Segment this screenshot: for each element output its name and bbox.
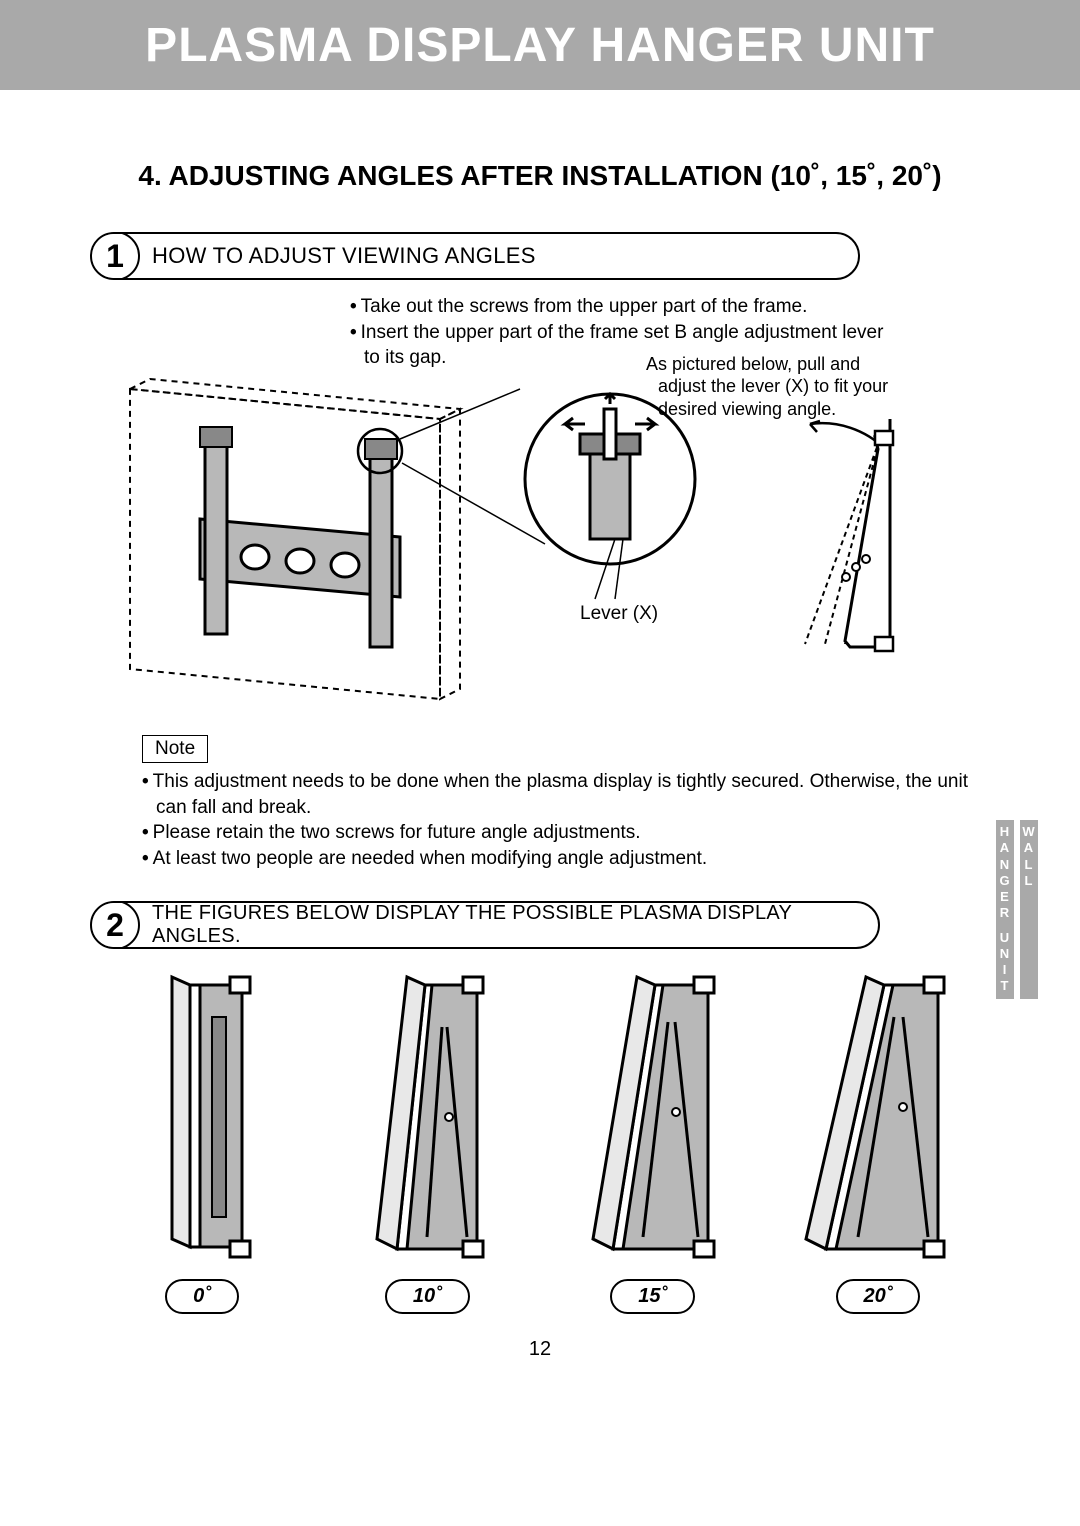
step1-r1: adjust the lever (X) to fit your bbox=[646, 376, 888, 396]
step1-right-text: As pictured below, pull and adjust the l… bbox=[646, 353, 906, 421]
angle-20-label: 20˚ bbox=[836, 1279, 921, 1314]
angle-15-svg bbox=[563, 967, 743, 1267]
step1-r0: As pictured below, pull and bbox=[646, 354, 860, 374]
step1-r2: desired viewing angle. bbox=[646, 399, 836, 419]
angle-15: 15˚ bbox=[553, 967, 753, 1314]
note-list: This adjustment needs to be done when th… bbox=[142, 769, 990, 872]
step1-figure: As pictured below, pull and adjust the l… bbox=[90, 359, 990, 719]
step2-badge: 2 bbox=[90, 901, 140, 949]
step1-label: HOW TO ADJUST VIEWING ANGLES bbox=[140, 243, 536, 269]
angle-15-label: 15˚ bbox=[610, 1279, 695, 1314]
page-title: PLASMA DISPLAY HANGER UNIT bbox=[145, 18, 935, 73]
note-0: This adjustment needs to be done when th… bbox=[142, 769, 990, 795]
side-tabs: HANGERUNIT WALL bbox=[996, 820, 1038, 999]
vtab-hanger: HANGERUNIT bbox=[996, 820, 1014, 999]
page-number: 12 bbox=[90, 1338, 990, 1361]
angle-0-svg bbox=[112, 967, 292, 1267]
step1-header: 1 HOW TO ADJUST VIEWING ANGLES bbox=[90, 232, 860, 280]
angle-row: 0˚ 10˚ bbox=[102, 967, 978, 1314]
note-0c: can fall and break. bbox=[142, 795, 990, 821]
angle-20-svg bbox=[788, 967, 968, 1267]
section-title: 4. ADJUSTING ANGLES AFTER INSTALLATION (… bbox=[90, 160, 990, 192]
angle-0: 0˚ bbox=[102, 967, 302, 1314]
angle-10-label: 10˚ bbox=[385, 1279, 470, 1314]
step2-header: 2 THE FIGURES BELOW DISPLAY THE POSSIBLE… bbox=[90, 901, 880, 949]
step1-b0: Take out the screws from the upper part … bbox=[350, 294, 990, 320]
header-bar: PLASMA DISPLAY HANGER UNIT bbox=[0, 0, 1080, 90]
angle-20: 20˚ bbox=[778, 967, 978, 1314]
vtab-wall: WALL bbox=[1020, 820, 1038, 999]
note-1: Please retain the two screws for future … bbox=[142, 820, 990, 846]
lever-label: Lever (X) bbox=[580, 603, 658, 624]
angle-10-svg bbox=[337, 967, 517, 1267]
step1-b1: Insert the upper part of the frame set B… bbox=[350, 320, 990, 346]
step1-badge: 1 bbox=[90, 232, 140, 280]
note-2: At least two people are needed when modi… bbox=[142, 846, 990, 872]
angle-0-label: 0˚ bbox=[165, 1279, 239, 1314]
step2-label: THE FIGURES BELOW DISPLAY THE POSSIBLE P… bbox=[140, 902, 878, 948]
angle-10: 10˚ bbox=[327, 967, 527, 1314]
note-box: Note bbox=[142, 735, 208, 763]
content: 4. ADJUSTING ANGLES AFTER INSTALLATION (… bbox=[0, 90, 1080, 1361]
